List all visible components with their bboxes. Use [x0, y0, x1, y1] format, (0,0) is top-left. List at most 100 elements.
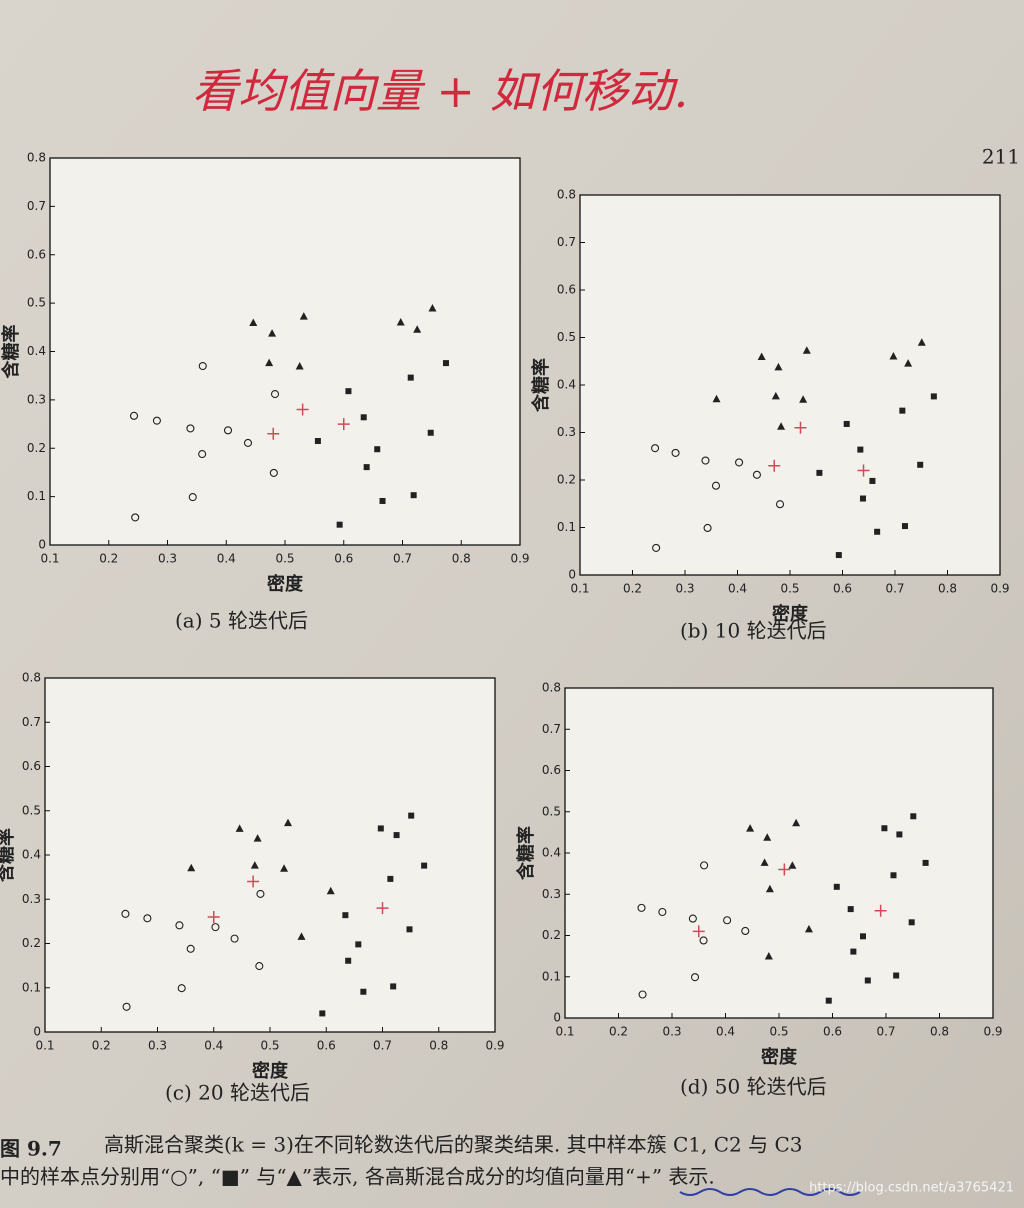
- point: [336, 521, 343, 528]
- x-tick-label: 0.6: [317, 1039, 336, 1053]
- x-tick-label: 0.5: [260, 1039, 279, 1053]
- point: [427, 429, 434, 436]
- mean-marker: [874, 904, 887, 917]
- y-tick-label: 0: [568, 568, 576, 582]
- y-tick-label: 0.8: [542, 681, 561, 695]
- point: [122, 1002, 131, 1011]
- x-tick-label: 0.7: [885, 582, 904, 596]
- x-tick-label: 0.5: [769, 1025, 788, 1039]
- x-tick-label: 0.3: [662, 1025, 681, 1039]
- point: [688, 914, 697, 923]
- point: [131, 513, 140, 522]
- y-tick-label: 0.6: [22, 759, 41, 773]
- point: [129, 411, 139, 420]
- x-tick-label: 0.2: [99, 552, 118, 566]
- point: [393, 832, 400, 839]
- y-tick-label: 0.3: [542, 887, 561, 901]
- point: [355, 941, 362, 948]
- point: [825, 997, 832, 1004]
- point: [299, 312, 308, 320]
- x-tick-label: 0.6: [334, 552, 353, 566]
- point: [899, 407, 906, 414]
- y-axis-label: 含糖率: [0, 325, 22, 379]
- handwriting: 看均值向量 + 如何移动.: [192, 64, 688, 118]
- point: [406, 926, 413, 933]
- subplot: 0.1 0.2 0.3 0.4 0.5 0.6 0.7 0.8 0.900.10.20.30.4…: [0, 671, 505, 1105]
- y-tick-label: 0.1: [557, 520, 576, 534]
- point: [284, 818, 292, 827]
- point: [804, 924, 813, 933]
- point: [802, 346, 811, 354]
- point: [652, 543, 661, 552]
- x-tick-label: 0.7: [393, 552, 412, 566]
- point: [269, 468, 278, 477]
- point: [390, 983, 397, 990]
- mean-marker: [768, 459, 781, 472]
- x-tick-label: 0.5: [780, 582, 799, 596]
- y-tick-label: 0.6: [557, 283, 576, 297]
- point: [249, 318, 258, 326]
- point: [792, 818, 801, 827]
- caption-line: 高斯混合聚类(k = 3)在不同轮数迭代后的聚类结果. 其中样本簇 C1, C2…: [104, 1133, 803, 1157]
- point: [637, 903, 646, 912]
- point: [757, 352, 766, 360]
- subplot: 0.1 0.2 0.3 0.4 0.5 0.6 0.7 0.8 0.900.10.20.30.4…: [0, 151, 530, 633]
- y-tick-label: 0.2: [542, 928, 561, 942]
- point: [774, 362, 783, 371]
- point: [658, 907, 667, 917]
- point: [901, 523, 908, 530]
- point: [864, 977, 871, 984]
- x-tick-label: 0.1: [35, 1039, 54, 1053]
- point: [723, 916, 732, 925]
- watermark: https://blog.csdn.net/a3765421: [809, 1181, 1014, 1196]
- x-axis-label: 密度: [761, 1046, 798, 1068]
- y-tick-label: 0.4: [27, 344, 46, 358]
- y-tick-label: 0.3: [27, 392, 46, 406]
- point: [763, 833, 772, 841]
- point: [752, 470, 761, 479]
- point: [211, 923, 220, 932]
- y-tick-label: 0.5: [22, 803, 41, 817]
- point: [223, 426, 233, 435]
- subplot-caption: (c) 20 轮迭代后: [165, 1081, 310, 1105]
- point: [345, 388, 352, 395]
- point: [857, 446, 864, 453]
- point: [235, 824, 244, 832]
- x-tick-label: 0.1: [40, 552, 59, 566]
- x-tick-label: 0.8: [938, 582, 957, 596]
- point: [701, 456, 710, 465]
- y-tick-label: 0.4: [557, 378, 576, 392]
- y-tick-label: 0.3: [557, 425, 576, 439]
- mean-marker: [857, 464, 870, 477]
- x-tick-label: 0.4: [204, 1039, 223, 1053]
- y-tick-label: 0.5: [27, 296, 46, 310]
- point: [363, 464, 370, 471]
- point: [396, 317, 405, 326]
- point: [859, 495, 866, 502]
- y-tick-label: 0.7: [557, 235, 576, 249]
- point: [711, 481, 721, 490]
- y-tick-label: 0.6: [27, 247, 46, 261]
- point: [265, 358, 274, 367]
- point: [910, 813, 917, 820]
- point: [889, 352, 898, 360]
- subplot: 0.1 0.2 0.3 0.4 0.5 0.6 0.7 0.8 0.900.10.20.30.4…: [530, 188, 1010, 643]
- y-axis-label: 含糖率: [530, 358, 552, 412]
- point: [850, 948, 857, 955]
- y-tick-label: 0: [38, 538, 46, 552]
- y-tick-label: 0: [553, 1011, 561, 1025]
- y-tick-label: 0.2: [22, 936, 41, 950]
- subplot-caption: (a) 5 轮迭代后: [175, 609, 308, 633]
- point: [360, 414, 367, 421]
- y-tick-label: 0.1: [27, 489, 46, 503]
- y-tick-label: 0.2: [27, 441, 46, 455]
- x-tick-label: 0.4: [716, 1025, 735, 1039]
- point: [775, 500, 785, 509]
- point: [833, 883, 840, 890]
- caption-line: 中的样本点分别用“○”, “■” 与“▲”表示, 各高斯混合成分的均值向量用“+…: [0, 1165, 715, 1189]
- point: [893, 972, 900, 979]
- point: [690, 973, 700, 982]
- point: [255, 962, 264, 971]
- point: [835, 552, 842, 559]
- x-tick-label: 0.3: [148, 1039, 167, 1053]
